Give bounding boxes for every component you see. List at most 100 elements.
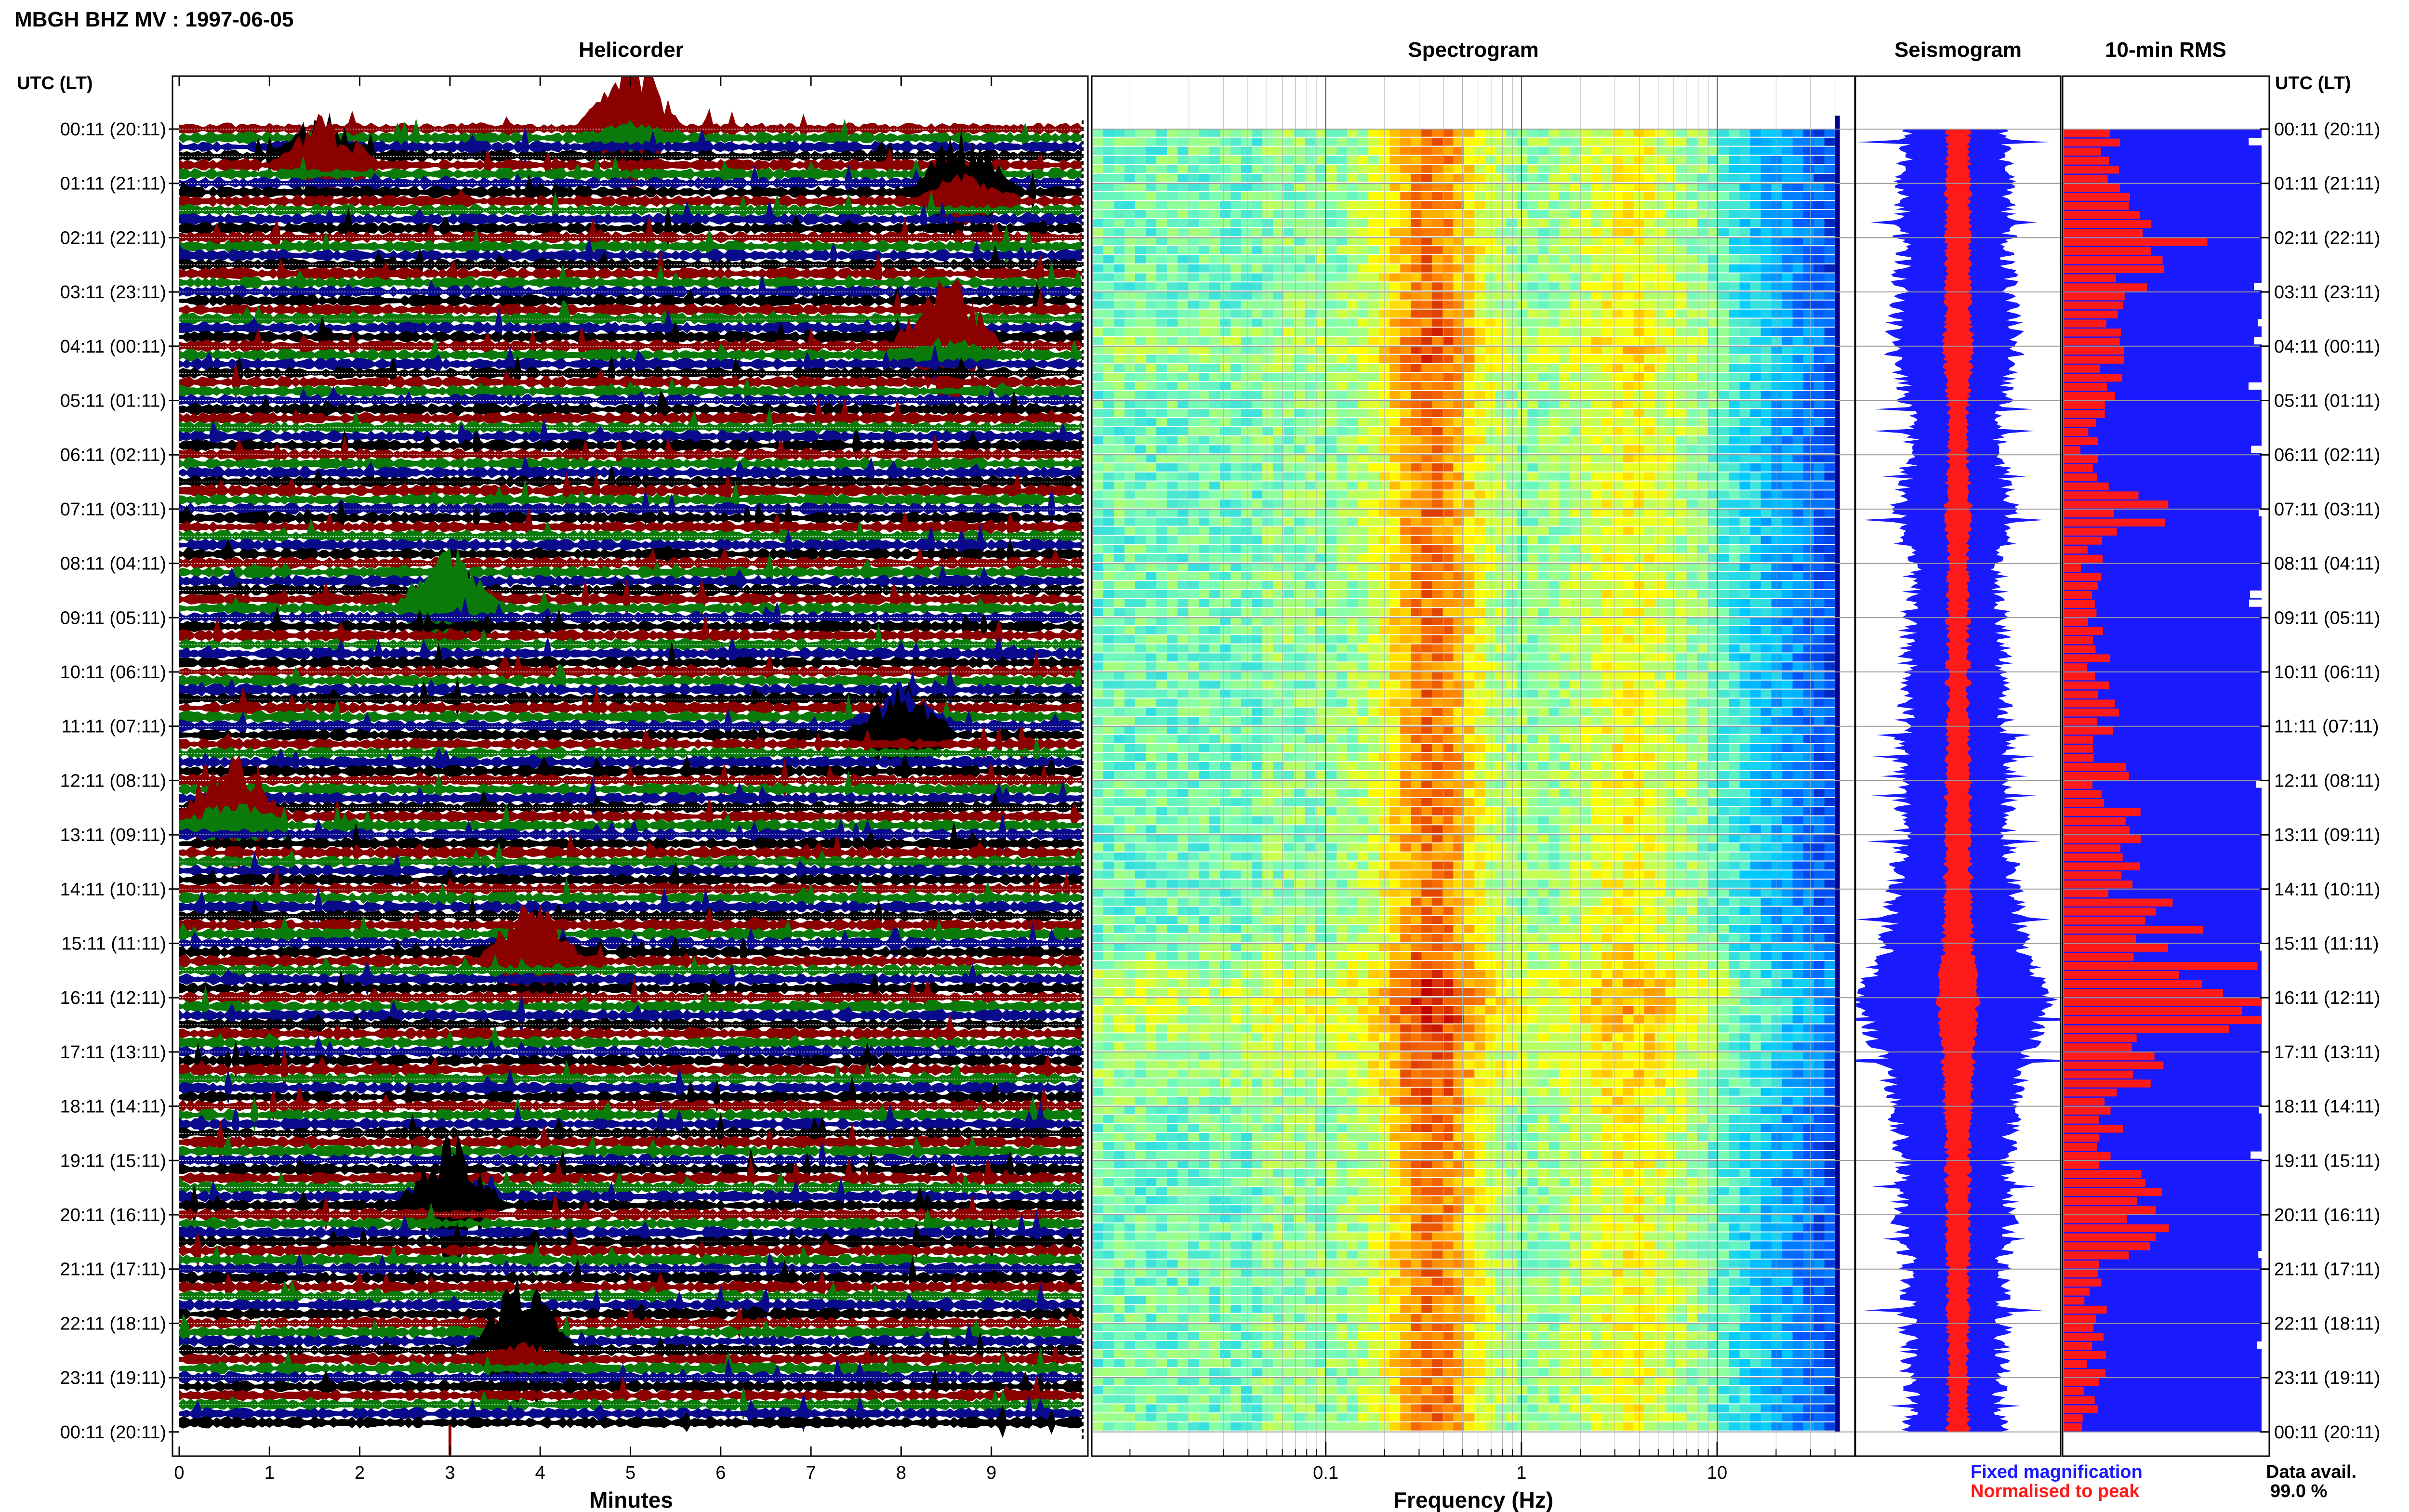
spectrogram-cell <box>1633 400 1645 408</box>
spectrogram-cell <box>1358 490 1369 499</box>
spectrogram-cell <box>1231 563 1242 571</box>
spectrogram-cell <box>1209 698 1220 707</box>
spectrogram-cell <box>1760 228 1772 237</box>
spectrogram-cell <box>1156 581 1167 589</box>
spectrogram-cell <box>1146 689 1157 698</box>
spectrogram-cell <box>1347 590 1358 598</box>
spectrogram-cell <box>1718 201 1730 210</box>
spectrogram-cell <box>1612 735 1623 743</box>
spectrogram-cell <box>1517 508 1528 517</box>
spectrogram-cell <box>1231 626 1242 634</box>
spectrogram-cell <box>1241 173 1252 182</box>
spectrogram-cell <box>1241 237 1252 246</box>
spectrogram-cell <box>1358 463 1369 472</box>
spectrogram-cell <box>1485 273 1496 282</box>
spectrogram-cell <box>1167 300 1178 309</box>
spectrogram-cell <box>1464 590 1475 598</box>
spectrogram-cell <box>1326 400 1337 408</box>
helicorder-trace <box>179 1271 1082 1301</box>
spectrogram-cell <box>1496 137 1507 146</box>
spectrogram-cell <box>1570 381 1581 390</box>
spectrogram-cell <box>1517 228 1528 237</box>
spectrogram-cell <box>1252 418 1263 426</box>
spectrogram-cell <box>1527 381 1538 390</box>
spectrogram-cell <box>1146 581 1157 589</box>
spectrogram-cell <box>1644 291 1655 300</box>
helicorder-trace <box>179 278 1082 404</box>
spectrogram-cell <box>1729 364 1740 372</box>
spectrogram-cell <box>1146 237 1157 246</box>
spectrogram-cell <box>1538 662 1549 671</box>
spectrogram-cell <box>1506 146 1517 155</box>
helicorder-trace <box>179 164 1082 199</box>
spectrogram-cell <box>1220 590 1231 598</box>
spectrogram-cell <box>1718 137 1730 146</box>
spectrogram-cell <box>1368 300 1379 309</box>
spectrogram-cell <box>1252 300 1263 309</box>
spectrogram-cell <box>1485 381 1496 390</box>
spectrogram-cell <box>1241 355 1252 363</box>
spectrogram-cell <box>1178 146 1189 155</box>
spectrogram-cell <box>1760 400 1772 408</box>
spectrogram-cell <box>1506 436 1517 445</box>
spectrogram-cell <box>1432 708 1443 716</box>
spectrogram-cell <box>1813 716 1825 725</box>
spectrogram-cell <box>1527 201 1538 210</box>
spectrogram-cell <box>1103 246 1114 254</box>
spectrogram-cell <box>1739 500 1751 508</box>
spectrogram-cell <box>1782 264 1793 273</box>
spectrogram-cell <box>1559 716 1570 725</box>
spectrogram-cell <box>1707 481 1719 490</box>
spectrogram-cell <box>1156 237 1167 246</box>
spectrogram-cell <box>1305 590 1316 598</box>
spectrogram-cell <box>1294 210 1305 218</box>
spectrogram-cell <box>1284 219 1295 227</box>
spectrogram-cell <box>1707 309 1719 318</box>
spectrogram-cell <box>1644 146 1655 155</box>
spectrogram-cell <box>1252 735 1263 743</box>
spectrogram-cell <box>1623 500 1634 508</box>
spectrogram-cell <box>1506 418 1517 426</box>
spectrogram-cell <box>1103 526 1114 535</box>
spectrogram-cell <box>1729 708 1740 716</box>
spectrogram-cell <box>1114 572 1125 580</box>
helicorder-trace <box>179 1112 1082 1151</box>
spectrogram-cell <box>1729 563 1740 571</box>
spectrogram-cell <box>1549 490 1560 499</box>
spectrogram-cell <box>1570 156 1581 164</box>
spectrogram-cell <box>1114 129 1125 137</box>
spectrogram-cell <box>1305 716 1316 725</box>
spectrogram-cell <box>1474 735 1485 743</box>
spectrogram-cell <box>1443 201 1454 210</box>
spectrogram-cell <box>1506 644 1517 653</box>
spectrogram-cell <box>1284 653 1295 662</box>
spectrogram-cell <box>1315 337 1326 345</box>
spectrogram-cell <box>1252 445 1263 454</box>
spectrogram-cell <box>1315 255 1326 263</box>
spectrogram-cell <box>1347 436 1358 445</box>
spectrogram-cell <box>1262 418 1273 426</box>
spectrogram-cell <box>1231 500 1242 508</box>
spectrogram-cell <box>1655 173 1666 182</box>
spectrogram-cell <box>1390 264 1401 273</box>
spectrogram-cell <box>1103 472 1114 481</box>
spectrogram-cell <box>1093 671 1104 680</box>
spectrogram-cell <box>1729 653 1740 662</box>
spectrogram-cell <box>1506 381 1517 390</box>
spectrogram-cell <box>1570 183 1581 191</box>
spectrogram-cell <box>1390 698 1401 707</box>
spectrogram-cell <box>1337 309 1348 318</box>
spectrogram-cell <box>1580 689 1591 698</box>
spectrogram-cell <box>1114 608 1125 617</box>
spectrogram-cell <box>1474 680 1485 689</box>
spectrogram-cell <box>1549 219 1560 227</box>
spectrogram-cell <box>1718 345 1730 354</box>
spectrogram-cell <box>1474 345 1485 354</box>
spectrogram-cell <box>1294 671 1305 680</box>
spectrogram-cell <box>1602 671 1613 680</box>
helicorder-trace <box>179 225 1082 265</box>
spectrogram-cell <box>1209 725 1220 734</box>
spectrogram-cell <box>1739 689 1751 698</box>
spectrogram-cell <box>1739 644 1751 653</box>
spectrogram-cell <box>1146 716 1157 725</box>
